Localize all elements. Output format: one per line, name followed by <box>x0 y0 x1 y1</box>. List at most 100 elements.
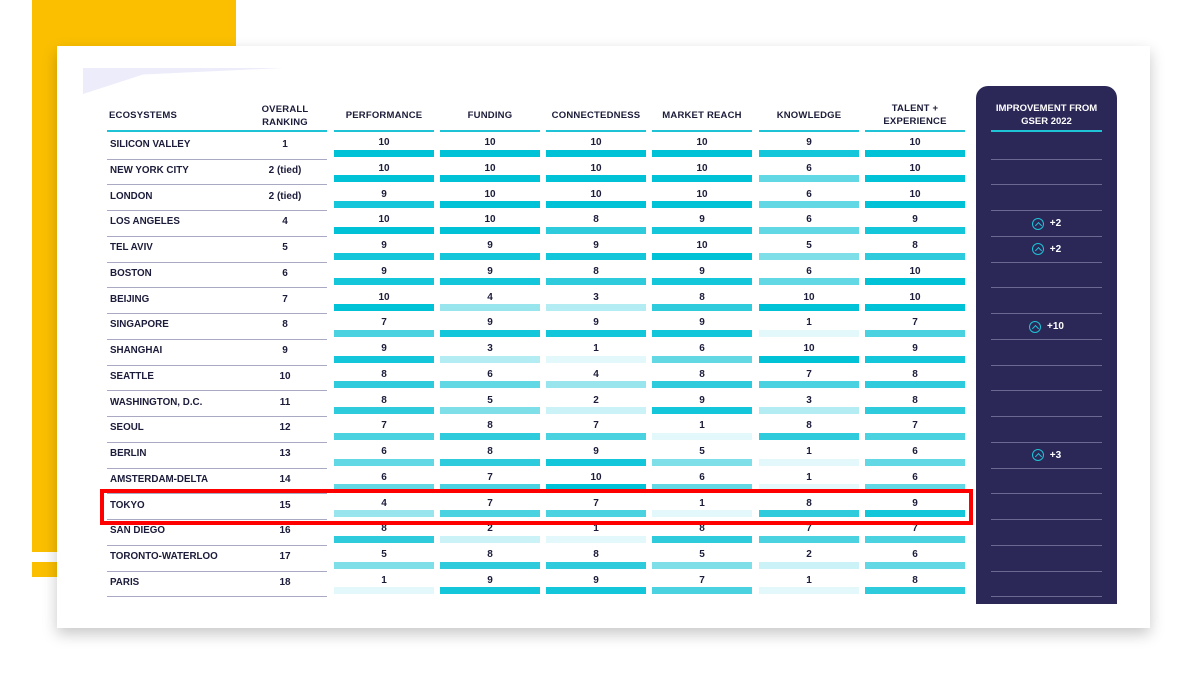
score-bar <box>759 587 859 595</box>
score-bar <box>652 149 752 157</box>
score-value: 10 <box>590 188 602 200</box>
score-talent-experience: 10 <box>865 263 965 289</box>
score-bar <box>546 432 646 440</box>
improvement-cell <box>991 417 1102 443</box>
chevron-up-circle-icon <box>1031 217 1044 230</box>
score-bar <box>865 329 965 337</box>
score-value: 3 <box>806 394 812 406</box>
score-performance: 10 <box>334 134 434 160</box>
score-value: 10 <box>378 291 390 303</box>
score-market-reach: 6 <box>652 469 752 495</box>
header-talent-experience: TALENT + EXPERIENCE <box>865 100 965 132</box>
score-bar <box>440 587 540 595</box>
overall-rank: 9 <box>282 345 288 356</box>
ecosystem-name: BERLIN <box>107 443 327 469</box>
score-talent-experience: 8 <box>865 392 965 418</box>
score-value: 6 <box>806 265 812 277</box>
score-bar <box>652 587 752 595</box>
score-value: 8 <box>699 368 705 380</box>
score-market-reach: 6 <box>652 340 752 366</box>
header-performance: PERFORMANCE <box>334 100 434 132</box>
ecosystem-name: NEW YORK CITY <box>107 160 327 186</box>
score-funding: 7 <box>440 495 540 521</box>
score-bar <box>652 226 752 234</box>
score-value: 1 <box>593 523 599 535</box>
header-ecosystems: ECOSYSTEMS <box>107 100 327 132</box>
score-performance: 9 <box>334 263 434 289</box>
overall-rank: 13 <box>279 448 291 459</box>
score-bar <box>440 432 540 440</box>
score-bar <box>334 484 434 492</box>
score-value: 6 <box>912 471 918 483</box>
score-performance: 9 <box>334 237 434 263</box>
score-value: 10 <box>484 188 496 200</box>
score-bar <box>546 304 646 312</box>
score-value: 1 <box>699 497 705 509</box>
score-bar <box>652 535 752 543</box>
score-bar <box>652 561 752 569</box>
score-value: 10 <box>484 214 496 226</box>
score-value: 6 <box>912 446 918 457</box>
score-market-reach: 5 <box>652 443 752 469</box>
score-bar <box>334 149 434 157</box>
score-value: 10 <box>696 240 708 251</box>
score-knowledge: 1 <box>759 443 859 469</box>
score-bar <box>334 226 434 234</box>
score-market-reach: 7 <box>652 572 752 598</box>
score-value: 6 <box>487 368 493 380</box>
score-value: 9 <box>912 343 918 354</box>
score-value: 10 <box>696 137 708 148</box>
score-talent-experience: 8 <box>865 572 965 598</box>
score-bar <box>652 329 752 337</box>
table-row: SINGAPORE 8 7 9 9 9 1 7 <box>0 314 1200 340</box>
score-performance: 1 <box>334 572 434 598</box>
score-bar <box>865 535 965 543</box>
score-value: 10 <box>909 188 921 200</box>
score-bar <box>440 304 540 312</box>
score-value: 10 <box>803 291 815 303</box>
score-bar <box>440 407 540 415</box>
score-knowledge: 9 <box>759 134 859 160</box>
score-connectedness: 8 <box>546 211 646 237</box>
improvement-cell <box>991 520 1102 546</box>
score-bar <box>759 278 859 286</box>
score-bar <box>546 587 646 595</box>
score-bar <box>440 278 540 286</box>
score-value: 10 <box>909 265 921 277</box>
improvement-cell <box>991 392 1102 418</box>
score-value: 1 <box>806 317 812 329</box>
score-bar <box>865 175 965 183</box>
ecosystem-name: AMSTERDAM-DELTA <box>107 469 327 495</box>
score-talent-experience: 7 <box>865 314 965 340</box>
score-connectedness: 10 <box>546 160 646 186</box>
improvement-panel <box>976 86 1117 604</box>
score-value: 9 <box>381 265 387 277</box>
table-row: SAN DIEGO 16 8 2 1 8 7 7 <box>0 520 1200 546</box>
score-bar <box>440 252 540 260</box>
score-bar <box>759 201 859 209</box>
score-bar <box>334 510 434 518</box>
score-performance: 10 <box>334 160 434 186</box>
score-value: 7 <box>487 471 493 483</box>
score-value: 9 <box>381 188 387 200</box>
score-talent-experience: 8 <box>865 237 965 263</box>
score-bar <box>865 432 965 440</box>
score-value: 8 <box>381 394 387 406</box>
score-performance: 7 <box>334 417 434 443</box>
score-connectedness: 2 <box>546 392 646 418</box>
score-value: 5 <box>699 446 705 457</box>
score-bar <box>652 355 752 363</box>
score-performance: 8 <box>334 392 434 418</box>
overall-rank: 18 <box>279 576 291 588</box>
score-value: 9 <box>487 574 493 586</box>
score-talent-experience: 10 <box>865 289 965 315</box>
score-value: 10 <box>909 162 921 174</box>
score-knowledge: 6 <box>759 263 859 289</box>
table-row: BOSTON 6 9 9 8 9 6 10 <box>0 263 1200 289</box>
score-bar <box>865 484 965 492</box>
score-market-reach: 10 <box>652 134 752 160</box>
score-value: 10 <box>484 162 496 174</box>
improvement-cell: +10 <box>991 314 1102 340</box>
score-value: 6 <box>699 343 705 354</box>
score-funding: 9 <box>440 572 540 598</box>
